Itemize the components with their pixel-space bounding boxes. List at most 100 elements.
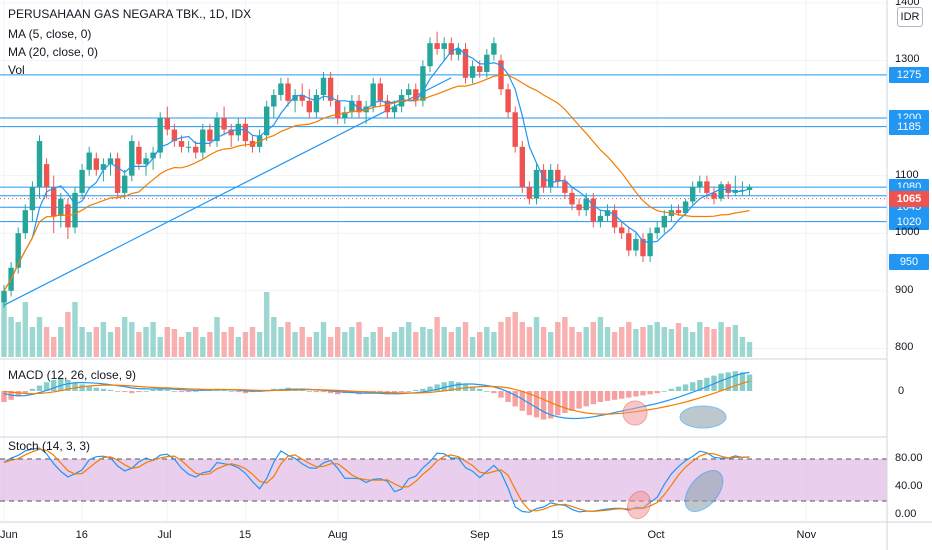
- candle-body: [569, 192, 575, 205]
- macd-hist-bar: [640, 391, 646, 396]
- macd-hist-bar: [228, 391, 234, 392]
- macd-hist-bar: [427, 386, 433, 391]
- volume-bar: [363, 337, 369, 357]
- ma5-legend: MA (5, close, 0): [8, 27, 92, 41]
- volume-bar: [122, 317, 128, 357]
- volume-bar: [533, 317, 540, 357]
- candle-body: [79, 169, 85, 193]
- vol-legend: Vol: [8, 63, 25, 77]
- candle-body: [682, 201, 689, 214]
- price-tick-label: 900: [895, 283, 914, 296]
- candle-body: [384, 100, 391, 113]
- candle-body: [576, 204, 582, 211]
- volume-bar: [171, 329, 178, 357]
- macd-hist-bar: [420, 388, 426, 391]
- candle-body: [58, 198, 64, 216]
- macd-hist-bar: [555, 391, 561, 416]
- macd-hist-bar: [619, 391, 625, 399]
- macd-hist-bar: [43, 382, 50, 391]
- chart-title: PERUSAHAAN GAS NEGARA TBK., 1D, IDX: [8, 7, 252, 21]
- candle-body: [29, 187, 36, 211]
- volume-bar: [256, 332, 263, 357]
- price-tag: 1185: [889, 118, 929, 135]
- volume-bar: [569, 327, 575, 357]
- stoch-band: [0, 459, 887, 501]
- candle-body: [164, 118, 170, 130]
- macd-hist-bar: [732, 371, 738, 391]
- macd-hist-bar: [491, 391, 497, 394]
- volume-bar: [185, 332, 192, 357]
- stoch-d-line: [3, 448, 750, 513]
- volume-bar: [675, 323, 682, 357]
- volume-bar: [129, 322, 135, 357]
- volume-bar: [58, 327, 64, 357]
- macd-hist-bar: [718, 373, 724, 391]
- macd-highlight-blue: [679, 405, 727, 429]
- candle-body: [647, 233, 653, 257]
- macd-hist-bar: [562, 391, 568, 413]
- candle-body: [264, 106, 270, 136]
- macd-hist-bar: [519, 391, 525, 411]
- candle-body: [15, 233, 21, 268]
- time-tick-label: 16: [75, 529, 88, 541]
- volume-bar: [739, 337, 746, 357]
- volume-bar: [398, 327, 405, 357]
- volume-bar: [654, 322, 660, 357]
- volume-bar: [342, 332, 348, 357]
- volume-bar: [455, 327, 462, 357]
- macd-hist-bar: [107, 389, 114, 391]
- macd-hist-bar: [86, 386, 92, 391]
- macd-hist-bar: [484, 391, 490, 392]
- candle-body: [157, 118, 163, 153]
- last-price-tag: 1065: [889, 190, 929, 207]
- candle-body: [207, 129, 213, 142]
- macd-legend: MACD (12, 26, close, 9): [8, 368, 137, 382]
- volume-bar: [590, 322, 596, 357]
- candle-body: [370, 83, 376, 107]
- candle-body: [640, 238, 646, 257]
- volume-bar: [505, 317, 511, 357]
- candle-body: [583, 198, 589, 211]
- candle-body: [129, 141, 135, 176]
- candle-body: [654, 227, 660, 234]
- candle-body: [427, 43, 433, 67]
- macd-hist-bar: [590, 391, 596, 405]
- candle-body: [619, 227, 625, 234]
- macd-hist-bar: [36, 385, 43, 391]
- candle-body: [107, 158, 114, 165]
- volume-bar: [65, 312, 71, 357]
- macd-hist-bar: [469, 386, 476, 391]
- volume-bar: [732, 325, 738, 357]
- macd-hist-bar: [505, 391, 511, 402]
- macd-hist-bar: [675, 386, 682, 391]
- time-tick-label: Oct: [647, 529, 665, 541]
- candle-body: [413, 89, 419, 101]
- macd-hist-bar: [576, 391, 582, 409]
- volume-bar: [690, 332, 696, 357]
- volume-bar: [619, 327, 625, 357]
- time-tick-label: 15: [551, 529, 564, 541]
- candle-body: [214, 118, 220, 142]
- candle-body: [242, 123, 249, 142]
- stoch-pane: [0, 447, 887, 520]
- stoch-highlight-blue: [684, 470, 724, 512]
- candle-body: [477, 66, 483, 72]
- macd-hist-bar: [150, 389, 156, 391]
- trendline: [3, 77, 452, 306]
- candle-body: [1, 290, 7, 303]
- volume-bar: [491, 332, 497, 357]
- candle-body: [420, 66, 426, 101]
- candle-body: [228, 129, 234, 136]
- macd-hist-bar: [185, 391, 192, 393]
- macd-hist-bar: [320, 391, 327, 393]
- volume-bar: [448, 332, 454, 357]
- macd-hist-bar: [65, 380, 71, 391]
- volume-bar: [22, 302, 28, 357]
- trendline-line: [3, 77, 452, 306]
- time-tick-label: 15: [238, 529, 252, 541]
- volume-bar: [292, 332, 298, 357]
- macd-hist-bar: [242, 391, 249, 394]
- candle-body: [711, 192, 717, 199]
- currency-badge[interactable]: IDR: [897, 7, 923, 27]
